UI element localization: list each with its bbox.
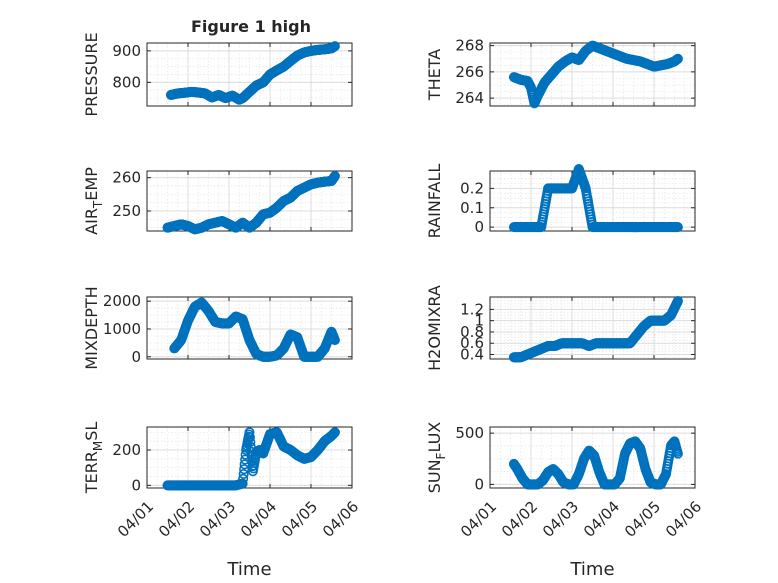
axes-frame	[146, 426, 353, 489]
x-tick-label: 04/05	[278, 498, 321, 541]
y-tick-label: 266	[455, 63, 484, 81]
y-axis-label-main: THETA	[425, 49, 444, 101]
x-tick-label: 04/02	[498, 498, 541, 541]
y-axis-label-rest: SL	[82, 422, 101, 441]
x-tick-label: 04/04	[237, 498, 280, 541]
data-point	[672, 53, 683, 64]
y-tick-label: 0	[474, 475, 484, 493]
y-tick-label: 2000	[103, 292, 141, 310]
y-tick-label: 500	[455, 424, 484, 442]
data-point	[329, 427, 340, 438]
axes-frame	[146, 42, 353, 107]
y-tick-label: 1.2	[460, 300, 484, 318]
y-tick-label: 268	[455, 37, 484, 55]
data-point	[244, 432, 255, 443]
y-tick-label: 800	[112, 73, 141, 91]
y-tick-label: 0.6	[460, 334, 484, 352]
x-tick-label: 04/01	[457, 498, 500, 541]
y-tick-label: 900	[112, 42, 141, 60]
y-axis-label-main: RAINFALL	[425, 164, 444, 239]
data-point	[238, 473, 249, 484]
x-tick-label: 04/03	[196, 498, 239, 541]
y-axis-label-rest: LUX	[425, 422, 444, 453]
y-axis-label-rest: EMP	[82, 167, 101, 201]
data-point	[245, 437, 256, 448]
x-tick-label: 04/03	[539, 498, 582, 541]
y-axis-label: PRESSURE	[82, 32, 101, 116]
subplot-airtemp: 250 260 AIRTEMP	[82, 167, 353, 235]
x-tick-label: 04/06	[662, 498, 705, 541]
data-point	[672, 448, 683, 459]
y-tick-label: 0	[474, 218, 484, 236]
data-point	[329, 171, 340, 182]
x-tick-label: 04/02	[155, 498, 198, 541]
data-point	[237, 478, 248, 489]
y-axis-label-main: AIR	[82, 208, 101, 235]
y-axis-label-subscript: T	[91, 200, 105, 209]
axes-frame	[146, 296, 353, 360]
y-tick-label: 0.8	[460, 323, 484, 341]
y-axis-label: AIRTEMP	[82, 167, 105, 235]
y-tick-label: 1	[474, 312, 484, 330]
subplot-h2omixra: 0.40.60.811.2 H2OMIXRA	[425, 285, 696, 371]
data-point	[238, 468, 249, 479]
y-axis-label-main: SUN	[425, 459, 444, 493]
y-axis-label-main: MIXDEPTH	[82, 286, 101, 369]
x-tick-label: 04/05	[621, 498, 664, 541]
axes-frame	[489, 296, 696, 360]
data-point	[329, 41, 340, 52]
y-axis-label: RAINFALL	[425, 164, 444, 239]
y-tick-label: 1000	[103, 320, 141, 338]
y-axis-label-subscript: M	[91, 441, 105, 451]
axes-frame	[489, 426, 696, 489]
subplot-rainfall: 00.1 0.2 RAINFALL	[425, 164, 696, 239]
y-tick-label: 250	[112, 202, 141, 220]
data-point	[240, 449, 251, 460]
data-point	[244, 427, 255, 438]
y-axis-label: THETA	[425, 49, 444, 101]
figure-title: Figure 1 high	[191, 17, 311, 36]
y-tick-label: 0.4	[460, 345, 484, 363]
x-tick-label: 04/04	[580, 498, 623, 541]
y-tick-label: 264	[455, 89, 484, 107]
y-tick-label: 260	[112, 169, 141, 187]
y-axis-label: TERRMSL	[82, 422, 105, 495]
x-axis-label: Time	[226, 559, 271, 580]
y-tick-label: 0.2	[460, 179, 484, 197]
x-tick-label: 04/06	[319, 498, 362, 541]
y-axis-label-main: TERR	[82, 451, 101, 494]
data-point	[672, 222, 683, 233]
data-point	[329, 335, 340, 346]
subplot-theta: 264 266 268 THETA	[425, 37, 696, 109]
x-axis-label: Time	[569, 559, 614, 580]
y-axis-label: H2OMIXRA	[425, 285, 444, 371]
y-axis-label-main: PRESSURE	[82, 32, 101, 116]
y-axis-label-subscript: F	[434, 452, 448, 459]
y-tick-label: 0.1	[460, 199, 484, 217]
y-axis-label: MIXDEPTH	[82, 286, 101, 369]
y-tick-label: 0	[131, 348, 141, 366]
y-axis-label: SUNFLUX	[425, 422, 448, 494]
y-tick-label: 200	[112, 441, 141, 459]
x-tick-label: 04/01	[114, 498, 157, 541]
y-axis-label-main: H2OMIXRA	[425, 285, 444, 371]
data-point	[672, 295, 683, 306]
subplot-pressure: 800 900 PRESSURE	[82, 32, 353, 117]
data-point	[239, 464, 250, 475]
y-tick-label: 0	[131, 476, 141, 494]
